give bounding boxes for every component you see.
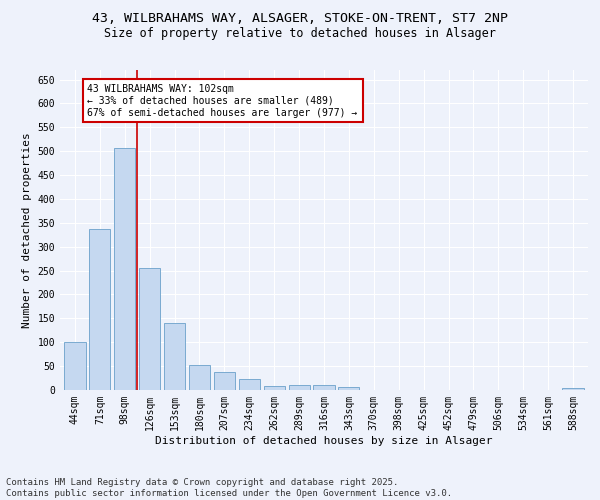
X-axis label: Distribution of detached houses by size in Alsager: Distribution of detached houses by size … [155,436,493,446]
Bar [164,323,185,390]
Bar [289,385,310,390]
Bar [239,378,260,390]
Text: Contains HM Land Registry data © Crown copyright and database right 2025.
Contai: Contains HM Land Registry data © Crown c… [6,478,452,498]
Bar [338,387,359,390]
Bar [64,342,86,390]
Bar [214,372,235,390]
Text: 43 WILBRAHAMS WAY: 102sqm
← 33% of detached houses are smaller (489)
67% of semi: 43 WILBRAHAMS WAY: 102sqm ← 33% of detac… [88,84,358,117]
Text: Size of property relative to detached houses in Alsager: Size of property relative to detached ho… [104,28,496,40]
Text: 43, WILBRAHAMS WAY, ALSAGER, STOKE-ON-TRENT, ST7 2NP: 43, WILBRAHAMS WAY, ALSAGER, STOKE-ON-TR… [92,12,508,26]
Bar [562,388,584,390]
Y-axis label: Number of detached properties: Number of detached properties [22,132,32,328]
Bar [114,148,136,390]
Bar [263,386,285,390]
Bar [139,268,160,390]
Bar [189,364,210,390]
Bar [313,385,335,390]
Bar [89,228,110,390]
